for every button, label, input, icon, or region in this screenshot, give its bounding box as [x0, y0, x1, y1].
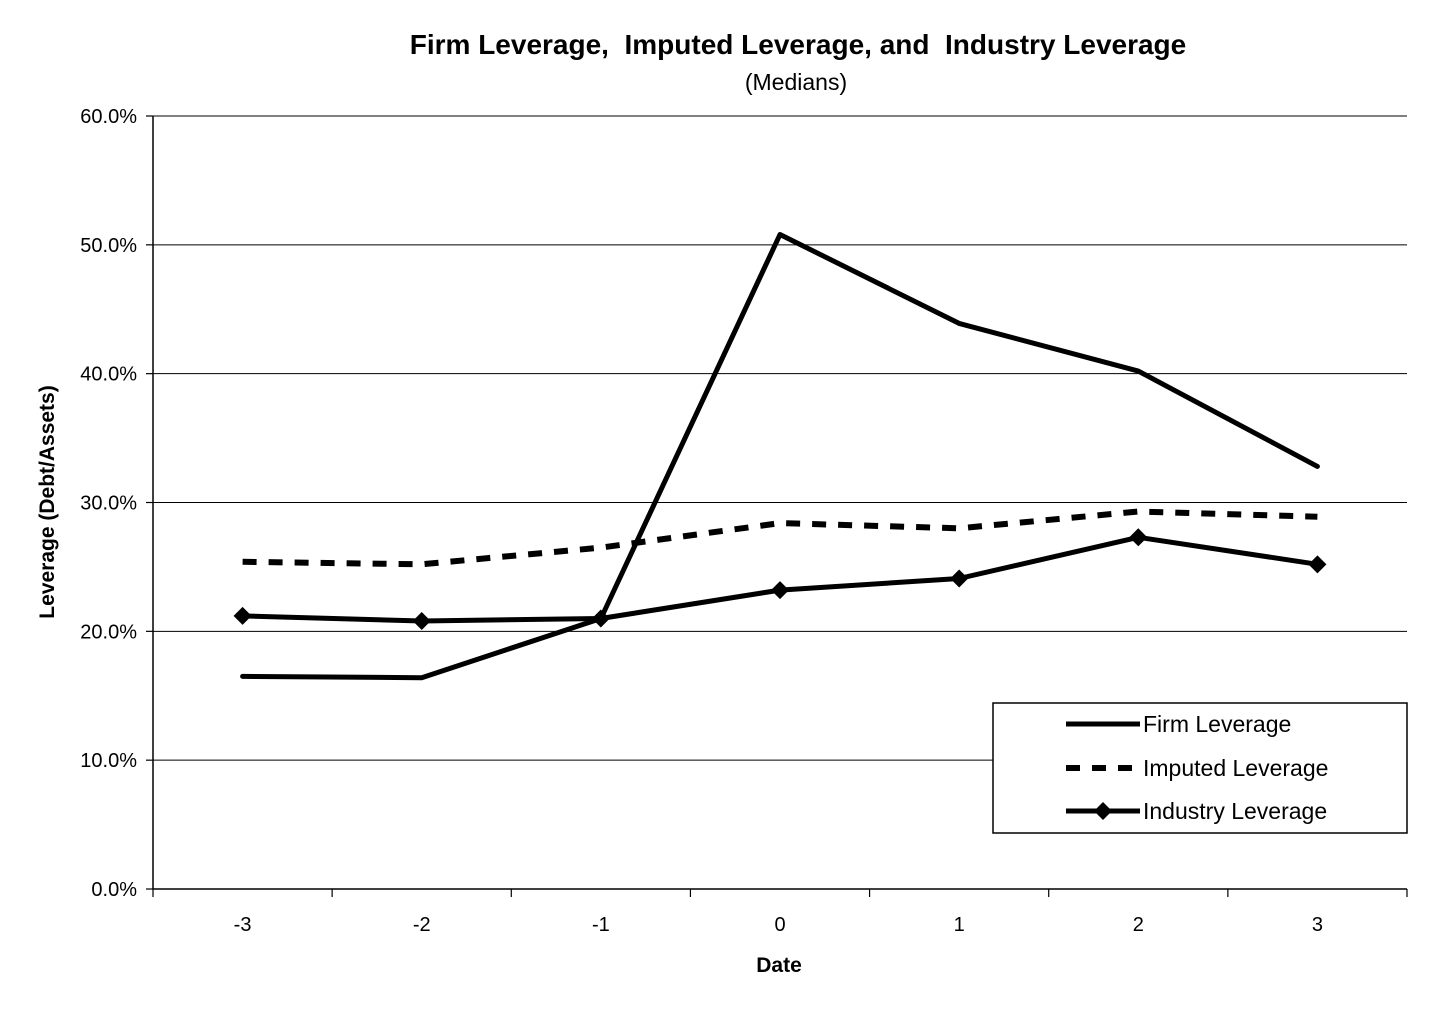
data-point-industry-leverage: [771, 581, 789, 600]
y-tick-label: 30.0%: [80, 493, 137, 515]
x-tick-label: 3: [1312, 914, 1323, 936]
chart-subtitle: (Medians): [745, 69, 847, 95]
data-point-industry-leverage: [412, 612, 431, 631]
axes: [146, 115, 1408, 897]
legend-label-industry-leverage: Industry Leverage: [1143, 798, 1327, 824]
series-line-firm-leverage: [240, 232, 1320, 681]
data-point-industry-leverage: [950, 569, 969, 588]
data-point-industry-leverage: [1129, 528, 1148, 547]
data-point-industry-leverage: [591, 609, 610, 628]
legend-box: [992, 702, 1408, 834]
data-point-industry-leverage: [233, 606, 252, 625]
x-tick-label: -1: [592, 914, 610, 936]
data-point-industry-leverage: [1308, 555, 1327, 574]
x-tick-labels: -3 -2 -1 0 1 2 3: [234, 914, 1323, 936]
x-tick-label: 2: [1133, 914, 1144, 936]
y-tick-labels: 0.0% 10.0% 20.0% 30.0% 40.0% 50.0% 60.0%: [80, 106, 137, 901]
gridlines: [153, 115, 1407, 761]
y-tick-label: 20.0%: [80, 621, 137, 643]
y-tick-label: 0.0%: [91, 879, 137, 901]
y-axis-title: Leverage (Debt/Assets): [36, 385, 59, 618]
x-tick-label: 0: [774, 914, 785, 936]
y-tick-label: 40.0%: [80, 364, 137, 386]
series-line-industry-leverage: [240, 534, 1320, 624]
x-tick-label: -3: [234, 914, 252, 936]
x-tick-label: -2: [413, 914, 431, 936]
legend-label-firm-leverage: Firm Leverage: [1143, 711, 1291, 737]
x-axis-title: Date: [756, 954, 802, 977]
y-tick-label: 10.0%: [80, 750, 137, 772]
chart-title: Firm Leverage, Imputed Leverage, and Ind…: [410, 29, 1186, 60]
legend: Firm Leverage Imputed Leverage Industry …: [992, 702, 1408, 834]
y-tick-label: 60.0%: [80, 106, 137, 128]
series-group: [233, 232, 1327, 681]
legend-label-imputed-leverage: Imputed Leverage: [1143, 755, 1328, 781]
y-tick-label: 50.0%: [80, 235, 137, 257]
legend-marker-industry-leverage: [1094, 802, 1112, 820]
x-tick-label: 1: [954, 914, 965, 936]
